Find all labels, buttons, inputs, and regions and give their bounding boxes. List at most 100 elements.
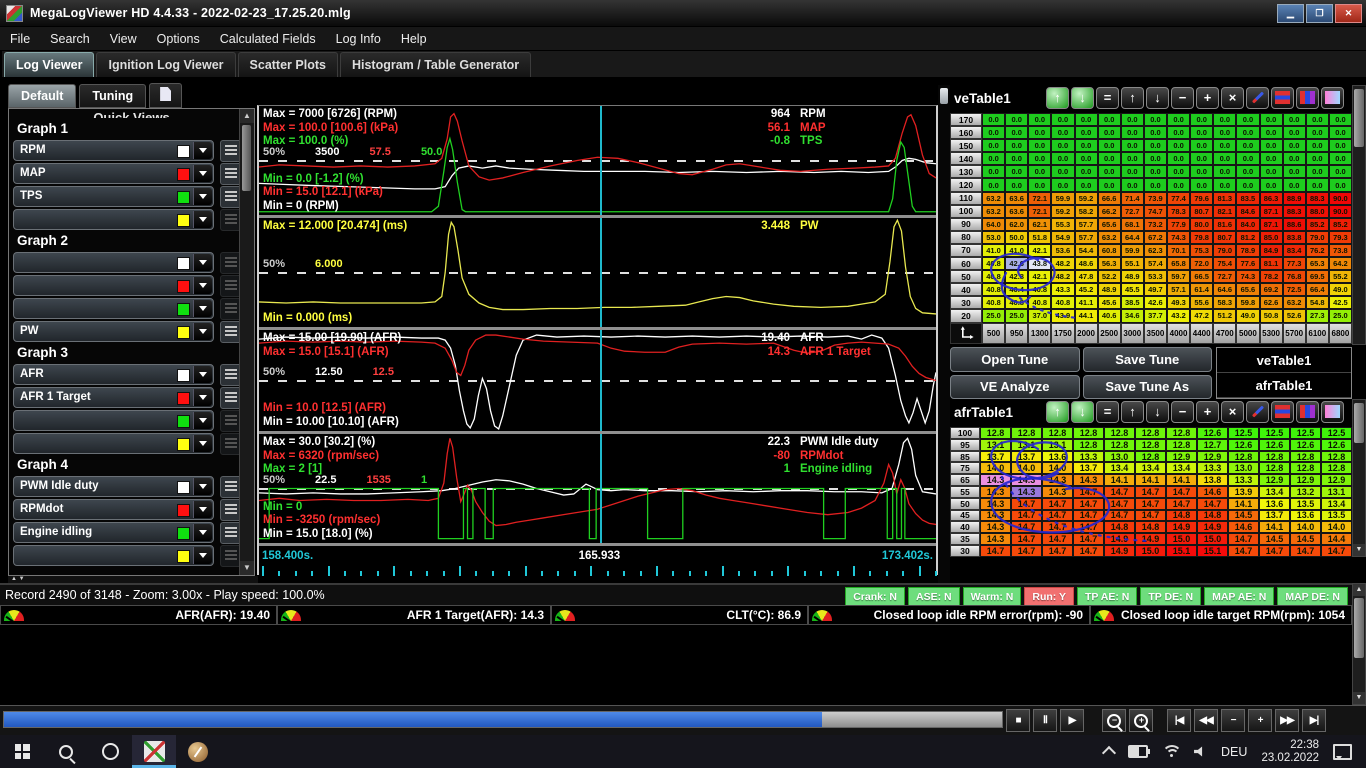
table-cell[interactable]: 53.6 (1051, 243, 1075, 258)
table-cell[interactable]: 14.5 (1290, 533, 1321, 545)
table-cell[interactable]: 0.0 (1259, 165, 1283, 179)
table-cell[interactable]: 14.7 (1073, 485, 1104, 498)
minus-button[interactable]: − (1221, 709, 1245, 732)
scrollbar-thumb[interactable] (242, 125, 251, 191)
table-cell[interactable]: 72.0 (1190, 257, 1214, 271)
table-cell[interactable]: 88.3 (1305, 191, 1329, 205)
table-cell[interactable]: 0.0 (1213, 139, 1237, 153)
table-cell[interactable]: 14.3 (980, 474, 1011, 486)
table-cell[interactable]: 79.3 (1328, 230, 1352, 244)
playhead-cursor[interactable] (600, 434, 603, 543)
table-cell[interactable]: 85.2 (1328, 217, 1352, 231)
scroll-down-icon[interactable]: ▼ (1353, 692, 1365, 704)
decrement-icon[interactable]: − (1171, 401, 1194, 423)
table-cell[interactable]: 14.7 (1011, 533, 1042, 545)
table-cell[interactable]: 0.0 (1305, 152, 1329, 166)
table-cell[interactable]: 13.1 (1042, 438, 1073, 451)
table-cell[interactable]: 12.8 (1166, 438, 1197, 451)
channel-color-swatch[interactable] (177, 145, 190, 158)
table-cell[interactable]: 40.8 (1028, 296, 1052, 310)
increment-icon[interactable]: + (1196, 87, 1219, 109)
table-cell[interactable]: 12.9 (1259, 474, 1290, 486)
table-cell[interactable]: 73.8 (1328, 243, 1352, 258)
table-cell[interactable]: 14.3 (980, 485, 1011, 498)
save-tune-button[interactable]: Save Tune (1082, 347, 1212, 372)
channel-settings-button[interactable] (220, 275, 242, 297)
table-cell[interactable]: 66.2 (1097, 204, 1121, 218)
channel-settings-button[interactable] (220, 186, 242, 208)
minimize-button[interactable]: ▁ (1277, 3, 1304, 23)
shift-up-icon[interactable]: ↑ (1121, 401, 1144, 423)
taskbar-search-button[interactable] (44, 735, 88, 768)
taskbar-clock[interactable]: 22:38 23.02.2022 (1261, 739, 1319, 765)
table-cell[interactable]: 13.6 (1042, 450, 1073, 463)
scroll-up-icon[interactable]: ▲ (1353, 584, 1365, 596)
dropdown-button[interactable] (193, 188, 212, 205)
channel-color-swatch[interactable] (177, 326, 190, 339)
table-cell[interactable]: 12.7 (1197, 438, 1228, 451)
table-cell[interactable]: 12.8 (1259, 462, 1290, 475)
table-cell[interactable]: 0.0 (1051, 139, 1075, 153)
table-cell[interactable]: 14.9 (1104, 533, 1135, 545)
table-cell[interactable]: 0.0 (1167, 152, 1191, 166)
table-cell[interactable]: 14.9 (1104, 544, 1135, 557)
table-cell[interactable]: 12.8 (1073, 427, 1104, 439)
table-cell[interactable]: 27.3 (1305, 309, 1329, 323)
table-cell[interactable]: 0.0 (1282, 126, 1306, 140)
dropdown-button[interactable] (193, 254, 212, 271)
table-cell[interactable]: 57.7 (1074, 217, 1098, 231)
view-tab-default[interactable]: Default (8, 84, 77, 108)
channel-select-empty[interactable] (13, 410, 214, 431)
table-cell[interactable]: 0.0 (1305, 126, 1329, 140)
gauge-scrollbar[interactable]: ▲ ▼ (1352, 583, 1366, 705)
channel-select-pwm-idle-duty[interactable]: PWM Idle duty (13, 476, 214, 497)
table-cell[interactable]: 15.1 (1166, 544, 1197, 557)
save-tune-as-button[interactable]: Save Tune As (1082, 374, 1212, 399)
table-cell[interactable]: 12.8 (1104, 427, 1135, 439)
table-cell[interactable]: 60.8 (1097, 243, 1121, 258)
table-cell[interactable]: 63.2 (1097, 230, 1121, 244)
table-cell[interactable]: 0.0 (1074, 113, 1098, 127)
table-cell[interactable]: 65.6 (1097, 217, 1121, 231)
table-cell[interactable]: 51.8 (1028, 230, 1052, 244)
table-cell[interactable]: 79.0 (1305, 230, 1329, 244)
table-cell[interactable]: 84.0 (1236, 217, 1260, 231)
table-cell[interactable]: 52.2 (1097, 270, 1121, 284)
table-cell[interactable]: 74.7 (1143, 204, 1167, 218)
zoom-in-button[interactable]: + (1129, 709, 1153, 732)
cortana-button[interactable] (88, 735, 132, 768)
jump-end-button[interactable]: ▶| (1302, 709, 1326, 732)
table-cell[interactable]: 80.7 (1190, 204, 1214, 218)
table-cell[interactable]: 40.6 (1097, 309, 1121, 323)
table-cell[interactable]: 0.0 (1120, 152, 1144, 166)
table-cell[interactable]: 81.2 (1236, 230, 1260, 244)
table-cell[interactable]: 59.9 (1051, 191, 1075, 205)
tab-histogram-table-generator[interactable]: Histogram / Table Generator (339, 52, 532, 77)
table-cell[interactable]: 49.0 (1236, 309, 1260, 323)
table-cell[interactable]: 51.2 (1213, 309, 1237, 323)
table-cell[interactable]: 13.7 (980, 450, 1011, 463)
table-cell[interactable]: 67.2 (1143, 230, 1167, 244)
table-cell[interactable]: 0.0 (1282, 165, 1306, 179)
table-cell[interactable]: 55.6 (1190, 296, 1214, 310)
table-cell[interactable]: 0.0 (1305, 139, 1329, 153)
table-cell[interactable]: 50.0 (1005, 230, 1029, 244)
table-cell[interactable]: 0.0 (1143, 139, 1167, 153)
table-list-item-afrtable1[interactable]: afrTable1 (1217, 373, 1351, 398)
table-cell[interactable]: 12.8 (1011, 427, 1042, 439)
pen-icon[interactable] (1246, 401, 1269, 423)
channel-settings-button[interactable] (220, 252, 242, 274)
table-cell[interactable]: 88.6 (1282, 217, 1306, 231)
table-cell[interactable]: 75.4 (1213, 257, 1237, 271)
dropdown-button[interactable] (193, 501, 212, 518)
table-cell[interactable]: 14.7 (1011, 497, 1042, 510)
table-cell[interactable]: 13.2 (1290, 485, 1321, 498)
table-cell[interactable]: 77.3 (1282, 257, 1306, 271)
table-cell[interactable]: 14.9 (1135, 533, 1166, 545)
table-cell[interactable]: 14.6 (1228, 521, 1259, 534)
scroll-down-icon[interactable]: ▼ (1353, 544, 1365, 556)
table-cell[interactable]: 0.0 (1236, 126, 1260, 140)
table-cell[interactable]: 0.0 (1213, 126, 1237, 140)
table-cell[interactable]: 14.7 (1166, 485, 1197, 498)
table-cell[interactable]: 43.8 (1028, 257, 1052, 271)
